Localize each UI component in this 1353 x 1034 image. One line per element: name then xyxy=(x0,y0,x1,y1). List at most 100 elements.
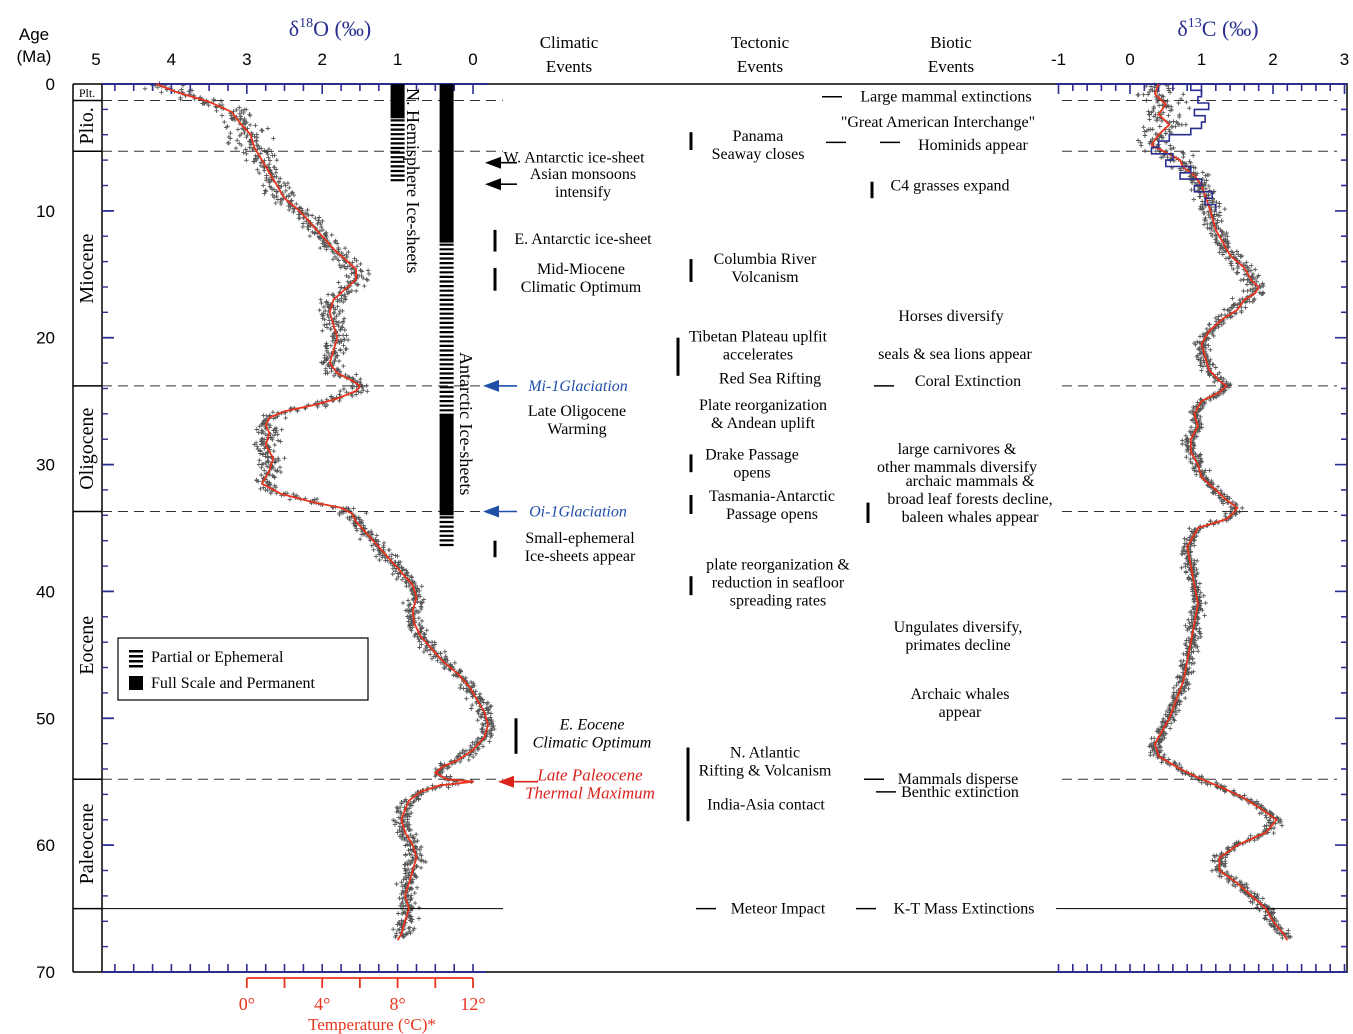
age-tick-label-50: 50 xyxy=(36,709,55,728)
tectonic-event-8-bar xyxy=(689,576,693,596)
d13c-tick-label-2: 2 xyxy=(1268,50,1277,69)
age-tick-label-0: 0 xyxy=(46,75,55,94)
biotic-event-2-line-1: "Great American Interchange" xyxy=(841,114,1035,131)
antarctic-partial-bar xyxy=(439,516,454,547)
biotic-event-9-bar xyxy=(866,502,870,523)
biotic-event-8-line-2: other mammals diversify xyxy=(877,459,1037,476)
tectonic-event-6-line-1: Drake Passage xyxy=(705,446,799,463)
climatic-event-4-line-1: Mid-Miocene xyxy=(537,261,625,278)
d18o-tick-label-5: 5 xyxy=(91,50,100,69)
tectonic-event-3-line-2: accelerates xyxy=(723,346,793,363)
antarctic-ice-sheets-label: Antarctic Ice-sheets xyxy=(456,352,476,495)
biotic-event-4-bar xyxy=(870,181,874,199)
biotic-event-11-line-1: Archaic whales xyxy=(910,686,1009,703)
tectonic-event-7-bar xyxy=(689,495,693,514)
tectonic-event-9-line-2: Rifting & Volcanism xyxy=(699,762,832,779)
tectonic-event-2-line-2: Volcanism xyxy=(731,269,799,286)
biotic-event-4-line-1: C4 grasses expand xyxy=(890,178,1009,195)
frame-layer: 010203040506070Plt.Plio.MioceneOligocene… xyxy=(36,50,1349,1014)
tectonic-event-8-line-1: plate reorganization & xyxy=(706,557,850,574)
d13c-tick-label-0: 0 xyxy=(1125,50,1134,69)
biotic-event-5-line-1: Horses diversify xyxy=(898,308,1003,325)
tectonic-event-9-line-1: N. Atlantic xyxy=(730,744,800,761)
climatic-event-5-arrow-head xyxy=(483,379,499,392)
climatic-event-9-line-1: E. Eocene xyxy=(559,717,625,734)
tectonic-event-1-line-1: Panama xyxy=(733,128,784,145)
d18o-tick-label-0: 0 xyxy=(468,50,477,69)
curve-layer xyxy=(155,83,1289,941)
climatic-event-8-line-2: Ice-sheets appear xyxy=(525,548,636,565)
d13c-blue-step-line xyxy=(1150,84,1217,211)
climatic-event-3-bar xyxy=(493,229,497,252)
climatic-event-8-line-1: Small-ephemeral xyxy=(525,530,635,547)
legend-partial-swatch xyxy=(129,650,143,668)
climatic-event-2-line-2: intensify xyxy=(555,184,611,201)
biotic-events-header-line2: Events xyxy=(928,57,974,76)
biotic-event-14-line-1: K-T Mass Extinctions xyxy=(893,901,1034,918)
d18o-tick-label-1: 1 xyxy=(393,50,402,69)
climatic-event-1-line-1: W. Antarctic ice-sheet xyxy=(503,150,645,167)
tectonic-event-3-line-1: Tibetan Plateau uplfit xyxy=(689,328,828,345)
plot-frame xyxy=(101,83,1348,973)
age-tick-label-40: 40 xyxy=(36,582,55,601)
tectonic-events-header-line2: Events xyxy=(737,57,783,76)
climatic-event-6-line-2: Warming xyxy=(547,421,606,438)
climatic-event-2-line-1: Asian monsoons xyxy=(530,166,636,183)
climatic-event-7-arrow-head xyxy=(483,505,499,518)
d18o-axis-title-delta: δ xyxy=(289,16,299,41)
d13c-tick-label-1: 1 xyxy=(1197,50,1206,69)
biotic-event-10-line-2: primates decline xyxy=(905,637,1010,654)
d13c-smoothed-curve xyxy=(1150,83,1289,941)
biotic-event-7-line-1: Coral Extinction xyxy=(915,373,1021,390)
climatic-event-1-arrow-head xyxy=(485,156,501,169)
tectonic-event-7-line-1: Tasmania-Antarctic xyxy=(709,488,835,505)
tectonic-events-header-line1: Tectonic xyxy=(731,33,790,52)
climatic-event-10-arrow-head xyxy=(498,775,514,788)
climatic-event-5-line-1: Mi-1Glaciation xyxy=(527,378,628,395)
epoch-label-miocene: Miocene xyxy=(76,233,98,303)
temperature-tick-label-4: 4° xyxy=(314,994,330,1014)
age-axis-label-line2: (Ma) xyxy=(17,47,52,66)
climatic-events-header-line2: Events xyxy=(546,57,592,76)
climatic-event-4-bar xyxy=(493,267,497,291)
d18o-tick-label-4: 4 xyxy=(167,50,176,69)
biotic-event-12-line-1: Mammals disperse xyxy=(898,771,1018,788)
legend-partial-label: Partial or Ephemeral xyxy=(151,649,284,666)
tectonic-event-5-line-2: & Andean uplift xyxy=(711,415,816,432)
climatic-event-10-line-2: Thermal Maximum xyxy=(525,783,655,802)
temperature-tick-label-0: 0° xyxy=(239,994,255,1014)
tectonic-event-3-bar xyxy=(676,337,680,376)
tectonic-event-6-bar xyxy=(689,454,693,473)
climatic-event-7-line-1: Oi-1Glaciation xyxy=(529,504,627,521)
climatic-event-3-line-1: E. Antarctic ice-sheet xyxy=(514,231,652,248)
biotic-event-13-line-1: Benthic extinction xyxy=(901,784,1019,801)
ice-sheet-layer xyxy=(390,84,454,547)
tectonic-event-4-line-1: Red Sea Rifting xyxy=(719,370,821,387)
age-axis-label-line1: Age xyxy=(19,25,49,44)
epoch-label-eocene: Eocene xyxy=(76,616,98,675)
climatic-events-header-line1: Climatic xyxy=(540,33,599,52)
d18o-axis-title-rest: O (‰) xyxy=(313,16,371,41)
age-tick-label-30: 30 xyxy=(36,456,55,475)
n-hemisphere-full-bar xyxy=(390,84,405,119)
tectonic-event-11-line-1: Meteor Impact xyxy=(731,901,826,918)
biotic-event-8-line-1: large carnivores & xyxy=(898,441,1017,458)
epoch-label-plio: Plio. xyxy=(76,107,98,144)
n-hemisphere-partial-bar xyxy=(390,119,405,182)
epoch-label-plt: Plt. xyxy=(79,86,95,100)
d18o-tick-label-3: 3 xyxy=(242,50,251,69)
n-hemisphere-ice-sheets-label: N. Hemisphere Ice-sheets xyxy=(403,88,423,273)
age-tick-label-20: 20 xyxy=(36,329,55,348)
biotic-event-9-line-2: broad leaf forests decline, xyxy=(887,491,1052,508)
biotic-events-header-line1: Biotic xyxy=(930,33,972,52)
biotic-event-6-line-1: seals & sea lions appear xyxy=(878,346,1032,363)
biotic-event-9-line-3: baleen whales appear xyxy=(902,509,1039,526)
epoch-label-oligocene: Oligocene xyxy=(76,407,98,489)
tectonic-event-1-line-2: Seaway closes xyxy=(712,146,805,163)
temperature-tick-label-8: 8° xyxy=(389,994,405,1014)
antarctic-full-bar xyxy=(439,413,454,516)
epoch-label-paleocene: Paleocene xyxy=(76,803,98,884)
tectonic-event-6-line-2: opens xyxy=(733,464,770,481)
age-tick-label-60: 60 xyxy=(36,836,55,855)
